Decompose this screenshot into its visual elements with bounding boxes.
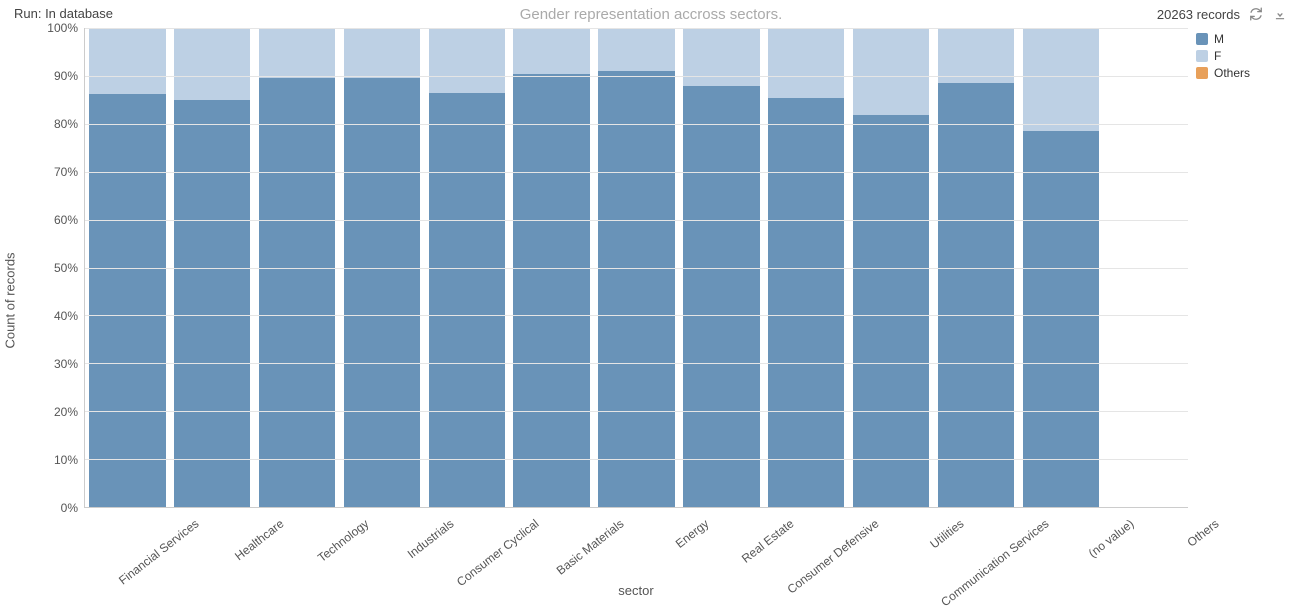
gridline [85,411,1188,412]
chart-body: Count of records 0% 10% 20% 30% 40% 50% 60% 70%… [14,28,1288,588]
gridline [85,220,1188,221]
gridline [85,363,1188,364]
bar-segment[interactable] [259,28,335,78]
xaxis-row: sector Financial ServicesHealthcareTechn… [34,508,1188,588]
legend-swatch [1196,50,1208,62]
chart-column: 0%10%20%30%40%50%60%70%80%90%100% sector… [34,28,1188,588]
legend-swatch [1196,33,1208,45]
y-tick-label: 90% [54,69,78,83]
bar-segment[interactable] [598,71,674,507]
bar-segment[interactable] [768,28,844,98]
y-tick-label: 100% [47,21,78,35]
records-count-label: 20263 records [1157,7,1240,22]
xaxis-spacer [34,508,84,588]
bar-segment[interactable] [174,28,250,100]
x-tick-slot: Healthcare [169,508,254,588]
chart-container: Run: In database Gender representation a… [0,0,1302,612]
bar-segment[interactable] [513,74,589,507]
x-tick-slot: Technology [254,508,339,588]
header-right: 20263 records [1157,6,1288,22]
bar-segment[interactable] [89,94,165,507]
legend-label: Others [1214,66,1250,80]
bar-segment[interactable] [938,28,1014,83]
y-tick-label: 80% [54,117,78,131]
gridline [85,28,1188,29]
plot-area [84,28,1188,508]
gridline [85,172,1188,173]
x-tick-slot: Others [1103,508,1188,588]
x-tick-slot: Energy [594,508,679,588]
run-mode-label: Run: In database [14,6,113,21]
gridline [85,315,1188,316]
bar-segment[interactable] [429,28,505,93]
gridline [85,459,1188,460]
legend-item[interactable]: Others [1196,64,1288,81]
x-tick-slot: Consumer Cyclical [424,508,509,588]
x-axis: sector Financial ServicesHealthcareTechn… [84,508,1188,588]
x-tick-slot: Industrials [339,508,424,588]
y-axis-label: Count of records [3,252,18,348]
bar-segment[interactable] [174,100,250,507]
gridline [85,124,1188,125]
y-axis: 0%10%20%30%40%50%60%70%80%90%100% [34,28,84,508]
bar-segment[interactable] [853,28,929,115]
y-tick-label: 0% [61,501,78,515]
bar-segment[interactable] [513,28,589,74]
bar-segment[interactable] [1023,131,1099,507]
y-tick-label: 50% [54,261,78,275]
gridline [85,76,1188,77]
legend-item[interactable]: F [1196,47,1288,64]
plot-row: 0%10%20%30%40%50%60%70%80%90%100% [34,28,1188,508]
bar-segment[interactable] [853,115,929,507]
bar-segment[interactable] [344,78,420,507]
x-tick-slot: Financial Services [84,508,169,588]
refresh-icon[interactable] [1248,6,1264,22]
bar-segment[interactable] [938,83,1014,507]
chart-title: Gender representation accross sectors. [520,6,783,23]
y-tick-label: 10% [54,453,78,467]
x-tick-slot: Consumer Defensive [763,508,848,588]
y-tick-label: 20% [54,405,78,419]
x-tick-slot: Utilities [848,508,933,588]
gridline [85,268,1188,269]
x-tick-slot: Real Estate [678,508,763,588]
legend-label: F [1214,49,1221,63]
chart-header: Run: In database Gender representation a… [14,6,1288,28]
x-tick-slot: Basic Materials [509,508,594,588]
y-tick-label: 30% [54,357,78,371]
bar-segment[interactable] [683,28,759,86]
legend: MF Others [1188,28,1288,588]
bar-segment[interactable] [683,86,759,507]
y-tick-label: 70% [54,165,78,179]
y-tick-label: 40% [54,309,78,323]
x-tick-slot: Communication Services [933,508,1018,588]
bar-segment[interactable] [89,28,165,94]
bar-segment[interactable] [344,28,420,78]
legend-label: M [1214,32,1224,46]
ylabel-column: Count of records [14,28,34,588]
download-icon[interactable] [1272,6,1288,22]
x-tick-slot: (no value) [1018,508,1103,588]
y-tick-label: 60% [54,213,78,227]
bar-segment[interactable] [429,93,505,507]
legend-swatch [1196,67,1208,79]
bar-segment[interactable] [598,28,674,71]
bar-segment[interactable] [1023,28,1099,131]
bar-segment[interactable] [768,98,844,507]
legend-item[interactable]: M [1196,30,1288,47]
bar-segment[interactable] [259,78,335,507]
